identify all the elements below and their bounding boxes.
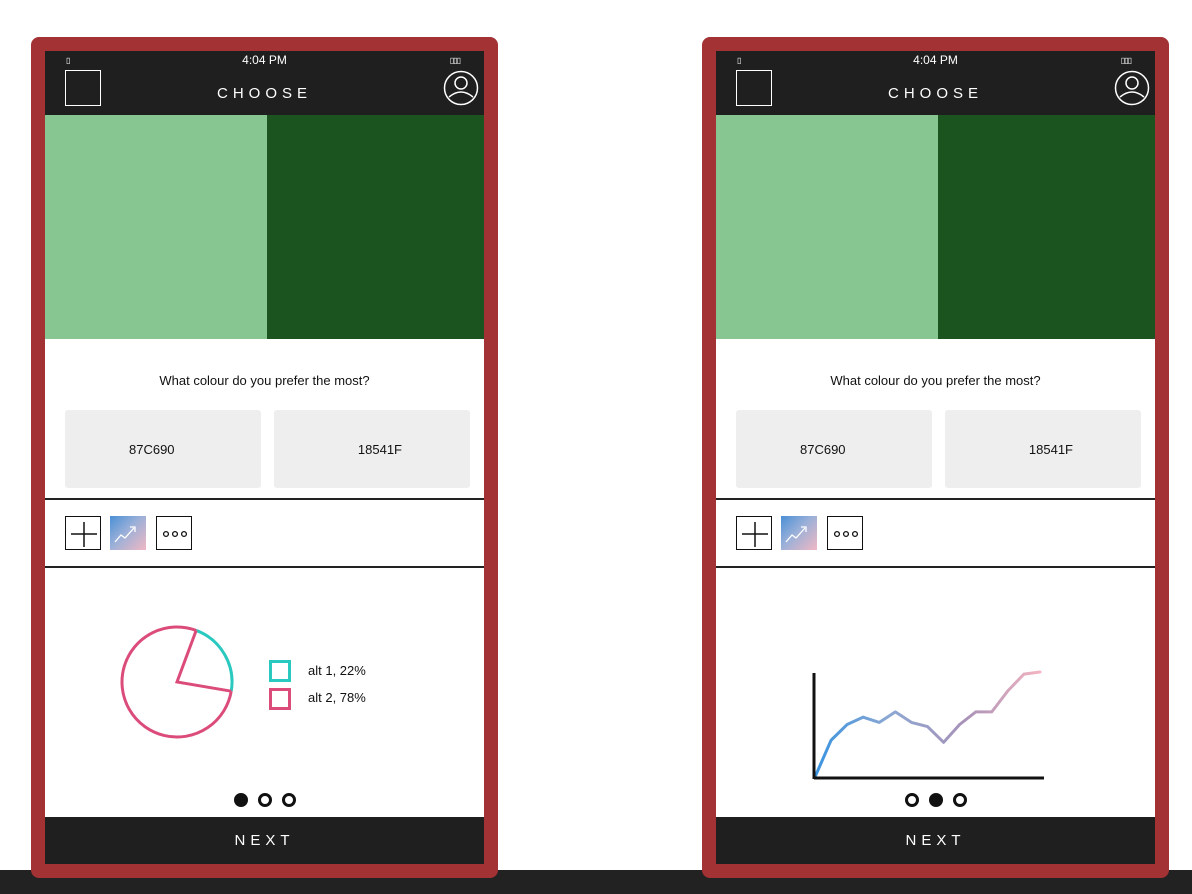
top-bar: ▯ 4:04 PM ▯▯▯ CHOOSE bbox=[45, 51, 484, 115]
page-indicator bbox=[45, 793, 484, 807]
add-button[interactable] bbox=[65, 516, 101, 550]
status-time: 4:04 PM bbox=[913, 53, 958, 67]
pie-chart bbox=[120, 625, 234, 739]
battery-icon: ▯▯▯ bbox=[1120, 56, 1132, 65]
more-button[interactable] bbox=[827, 516, 863, 550]
pie-slice-1 bbox=[195, 629, 234, 692]
legend-swatch-alt2 bbox=[269, 688, 291, 710]
chart-button[interactable] bbox=[110, 516, 146, 550]
legend-label-alt2: alt 2, 78% bbox=[308, 690, 366, 705]
legend-label-alt1: alt 1, 22% bbox=[308, 663, 366, 678]
avatar-icon[interactable] bbox=[1114, 70, 1150, 106]
line-chart bbox=[812, 670, 1044, 780]
next-label: NEXT bbox=[234, 832, 295, 849]
colour-swatch-left[interactable] bbox=[45, 115, 267, 339]
add-icon bbox=[71, 522, 97, 547]
option-button-right[interactable]: 18541F bbox=[945, 410, 1141, 488]
divider bbox=[45, 498, 484, 500]
page-dot[interactable] bbox=[281, 793, 296, 807]
menu-button[interactable] bbox=[736, 70, 772, 106]
trend-chart-icon bbox=[785, 526, 807, 543]
page-dot[interactable] bbox=[257, 793, 272, 807]
divider bbox=[716, 566, 1155, 568]
legend-swatch-alt1 bbox=[269, 660, 291, 682]
top-bar: ▯ 4:04 PM ▯▯▯ CHOOSE bbox=[716, 51, 1155, 115]
colour-swatch-left[interactable] bbox=[716, 115, 938, 339]
screen-2: ▯ 4:04 PM ▯▯▯ CHOOSE What colour do you … bbox=[716, 51, 1155, 864]
option-label: 87C690 bbox=[800, 441, 846, 457]
status-time: 4:04 PM bbox=[242, 53, 287, 67]
next-label: NEXT bbox=[905, 832, 966, 849]
divider bbox=[716, 498, 1155, 500]
battery-icon: ▯▯▯ bbox=[449, 56, 461, 65]
avatar-icon[interactable] bbox=[443, 70, 479, 106]
next-button[interactable]: NEXT bbox=[716, 817, 1155, 864]
page-indicator bbox=[716, 793, 1155, 807]
option-button-left[interactable]: 87C690 bbox=[65, 410, 261, 488]
divider bbox=[45, 566, 484, 568]
screen-1: ▯ 4:04 PM ▯▯▯ CHOOSE What colour do you … bbox=[45, 51, 484, 864]
page-dot[interactable] bbox=[952, 793, 967, 807]
page-title: CHOOSE bbox=[887, 85, 983, 102]
page-title: CHOOSE bbox=[216, 85, 312, 102]
question-text: What colour do you prefer the most? bbox=[159, 373, 370, 388]
next-button[interactable]: NEXT bbox=[45, 817, 484, 864]
chart-button[interactable] bbox=[781, 516, 817, 550]
page-dot[interactable] bbox=[233, 793, 248, 807]
menu-button[interactable] bbox=[65, 70, 101, 106]
phone-frame-2: ▯ 4:04 PM ▯▯▯ CHOOSE What colour do you … bbox=[702, 37, 1169, 878]
signal-icon: ▯ bbox=[737, 56, 742, 65]
option-label: 18541F bbox=[357, 441, 402, 457]
colour-swatch-right[interactable] bbox=[267, 115, 484, 339]
more-button[interactable] bbox=[156, 516, 192, 550]
phone-frame-1: ▯ 4:04 PM ▯▯▯ CHOOSE What colour do you … bbox=[31, 37, 498, 878]
line-series bbox=[813, 670, 1042, 779]
page-dot[interactable] bbox=[928, 793, 943, 807]
option-button-right[interactable]: 18541F bbox=[274, 410, 470, 488]
option-button-left[interactable]: 87C690 bbox=[736, 410, 932, 488]
pie-slice-2 bbox=[120, 625, 233, 739]
pie-divider bbox=[174, 629, 232, 693]
option-label: 87C690 bbox=[129, 441, 175, 457]
question-text: What colour do you prefer the most? bbox=[830, 373, 1041, 388]
colour-swatch-right[interactable] bbox=[938, 115, 1155, 339]
add-button[interactable] bbox=[736, 516, 772, 550]
option-label: 18541F bbox=[1028, 441, 1073, 457]
more-dots-icon bbox=[833, 530, 859, 538]
more-dots-icon bbox=[162, 530, 188, 538]
signal-icon: ▯ bbox=[66, 56, 71, 65]
add-icon bbox=[742, 522, 768, 547]
page-dot[interactable] bbox=[904, 793, 919, 807]
trend-chart-icon bbox=[114, 526, 136, 543]
